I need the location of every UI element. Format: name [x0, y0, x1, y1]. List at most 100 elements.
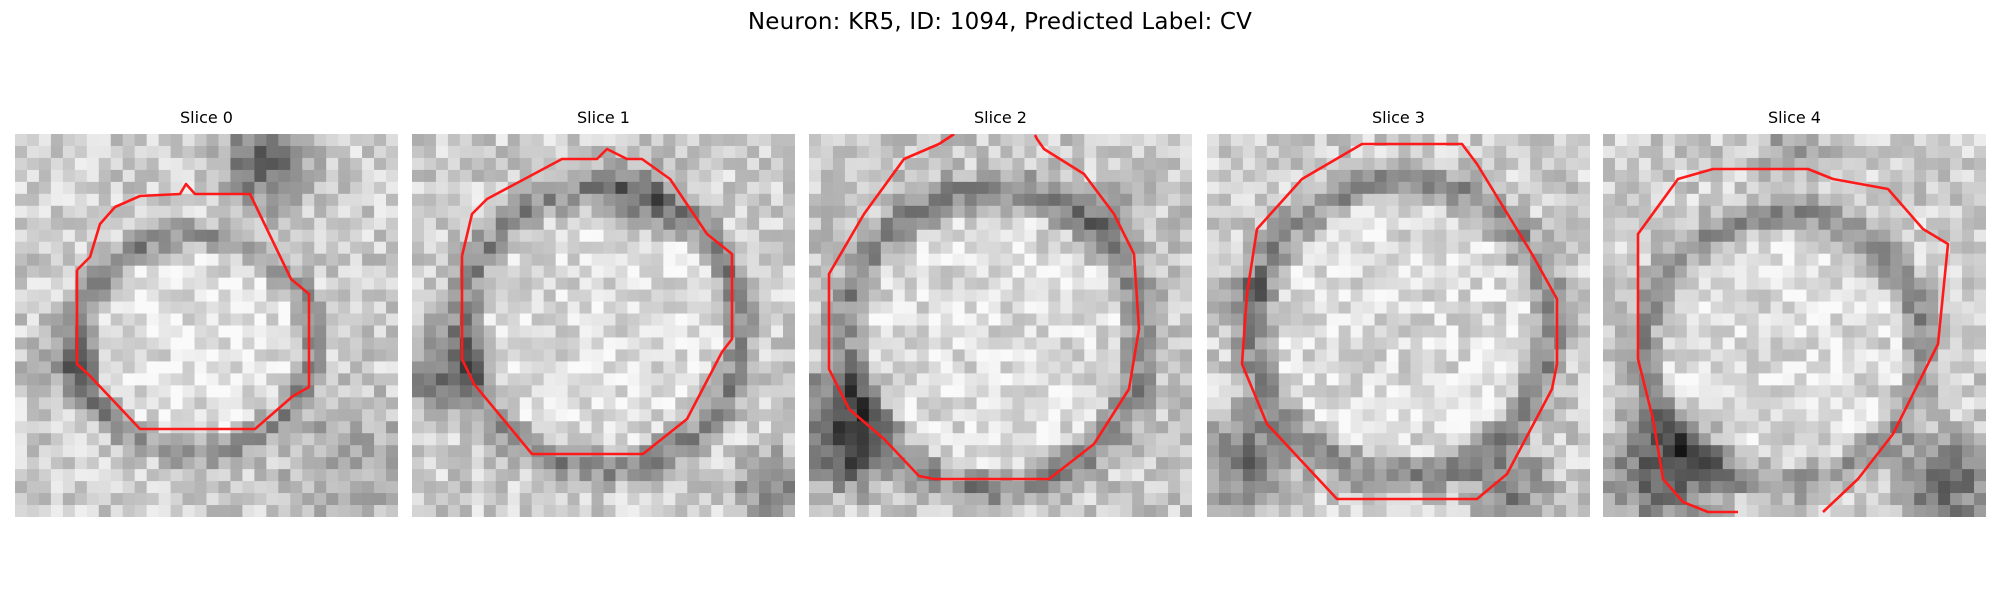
pixel [1132, 277, 1145, 291]
pixel [627, 361, 641, 374]
pixel [1398, 157, 1412, 171]
pixel [326, 145, 339, 159]
pixel [471, 349, 485, 363]
pixel [1806, 361, 1820, 374]
pixel [1120, 169, 1133, 183]
pixel [1938, 145, 1951, 159]
pixel [1012, 313, 1026, 327]
pixel [158, 361, 172, 374]
pixel [218, 445, 232, 458]
pixel [591, 313, 605, 327]
pixel [1024, 301, 1038, 315]
pixel [86, 493, 100, 506]
pixel [916, 421, 930, 434]
pixel [1242, 193, 1256, 207]
pixel [134, 445, 148, 458]
pixel [86, 265, 100, 279]
pixel [1012, 157, 1026, 171]
pixel [1458, 505, 1471, 517]
pixel [1674, 373, 1688, 386]
pixel [759, 313, 772, 327]
pixel [1266, 493, 1280, 506]
pixel [1422, 145, 1436, 159]
pixel [519, 145, 533, 159]
pixel [1350, 433, 1364, 446]
slice-title-4: Slice 4 [1768, 108, 1821, 127]
pixel [1000, 409, 1014, 422]
pixel [218, 181, 232, 195]
pixel [1758, 397, 1772, 410]
pixel [519, 385, 533, 398]
pixel [675, 325, 688, 339]
pixel [1386, 241, 1400, 255]
pixel [1338, 253, 1352, 267]
pixel [326, 229, 339, 243]
pixel [1482, 205, 1495, 219]
pixel [412, 229, 425, 243]
pixel [230, 205, 244, 219]
pixel [1830, 277, 1843, 291]
pixel [1950, 181, 1963, 195]
pixel [856, 433, 870, 446]
pixel [543, 361, 557, 374]
pixel [290, 217, 303, 231]
pixel [1254, 265, 1268, 279]
pixel [182, 241, 196, 255]
pixel [1734, 229, 1748, 243]
pixel [1926, 217, 1939, 231]
pixel [892, 493, 906, 506]
pixel [1350, 325, 1364, 339]
pixel [615, 409, 629, 422]
pixel [1770, 289, 1784, 303]
pixel [1060, 409, 1073, 422]
pixel [687, 134, 700, 147]
pixel [1108, 337, 1121, 351]
pixel [314, 361, 327, 374]
pixel [1132, 505, 1145, 517]
pixel [627, 241, 641, 255]
pixel [1614, 205, 1628, 219]
pixel [290, 145, 303, 159]
pixel [663, 385, 676, 398]
pixel [892, 397, 906, 410]
pixel [1794, 217, 1808, 231]
pixel [1434, 433, 1447, 446]
pixel [62, 277, 76, 291]
pixel [1878, 134, 1891, 147]
pixel [964, 157, 978, 171]
pixel [206, 469, 220, 482]
pixel [206, 433, 220, 446]
pixel [928, 229, 942, 243]
pixel [1254, 457, 1268, 470]
pixel [711, 205, 724, 219]
pixel [928, 397, 942, 410]
pixel [1096, 361, 1109, 374]
pixel [747, 421, 760, 434]
pixel [194, 385, 208, 398]
pixel [1530, 313, 1543, 327]
pixel [1614, 157, 1628, 171]
pixel [663, 505, 676, 517]
pixel [1662, 134, 1676, 147]
pixel [1806, 301, 1820, 315]
pixel [1144, 145, 1157, 159]
pixel [1530, 481, 1543, 494]
pixel [988, 145, 1002, 159]
pixel [699, 505, 712, 517]
pixel [1326, 217, 1340, 231]
pixel [1168, 289, 1181, 303]
pixel [278, 337, 291, 351]
pixel [1542, 301, 1555, 315]
pixel [230, 325, 244, 339]
pixel [350, 349, 363, 363]
pixel [1698, 337, 1712, 351]
pixel [1746, 349, 1760, 363]
pixel [711, 325, 724, 339]
pixel [771, 145, 784, 159]
pixel [1350, 397, 1364, 410]
pixel [1180, 325, 1192, 339]
pixel [290, 169, 303, 183]
pixel [1108, 241, 1121, 255]
pixel [1242, 469, 1256, 482]
pixel [759, 337, 772, 351]
